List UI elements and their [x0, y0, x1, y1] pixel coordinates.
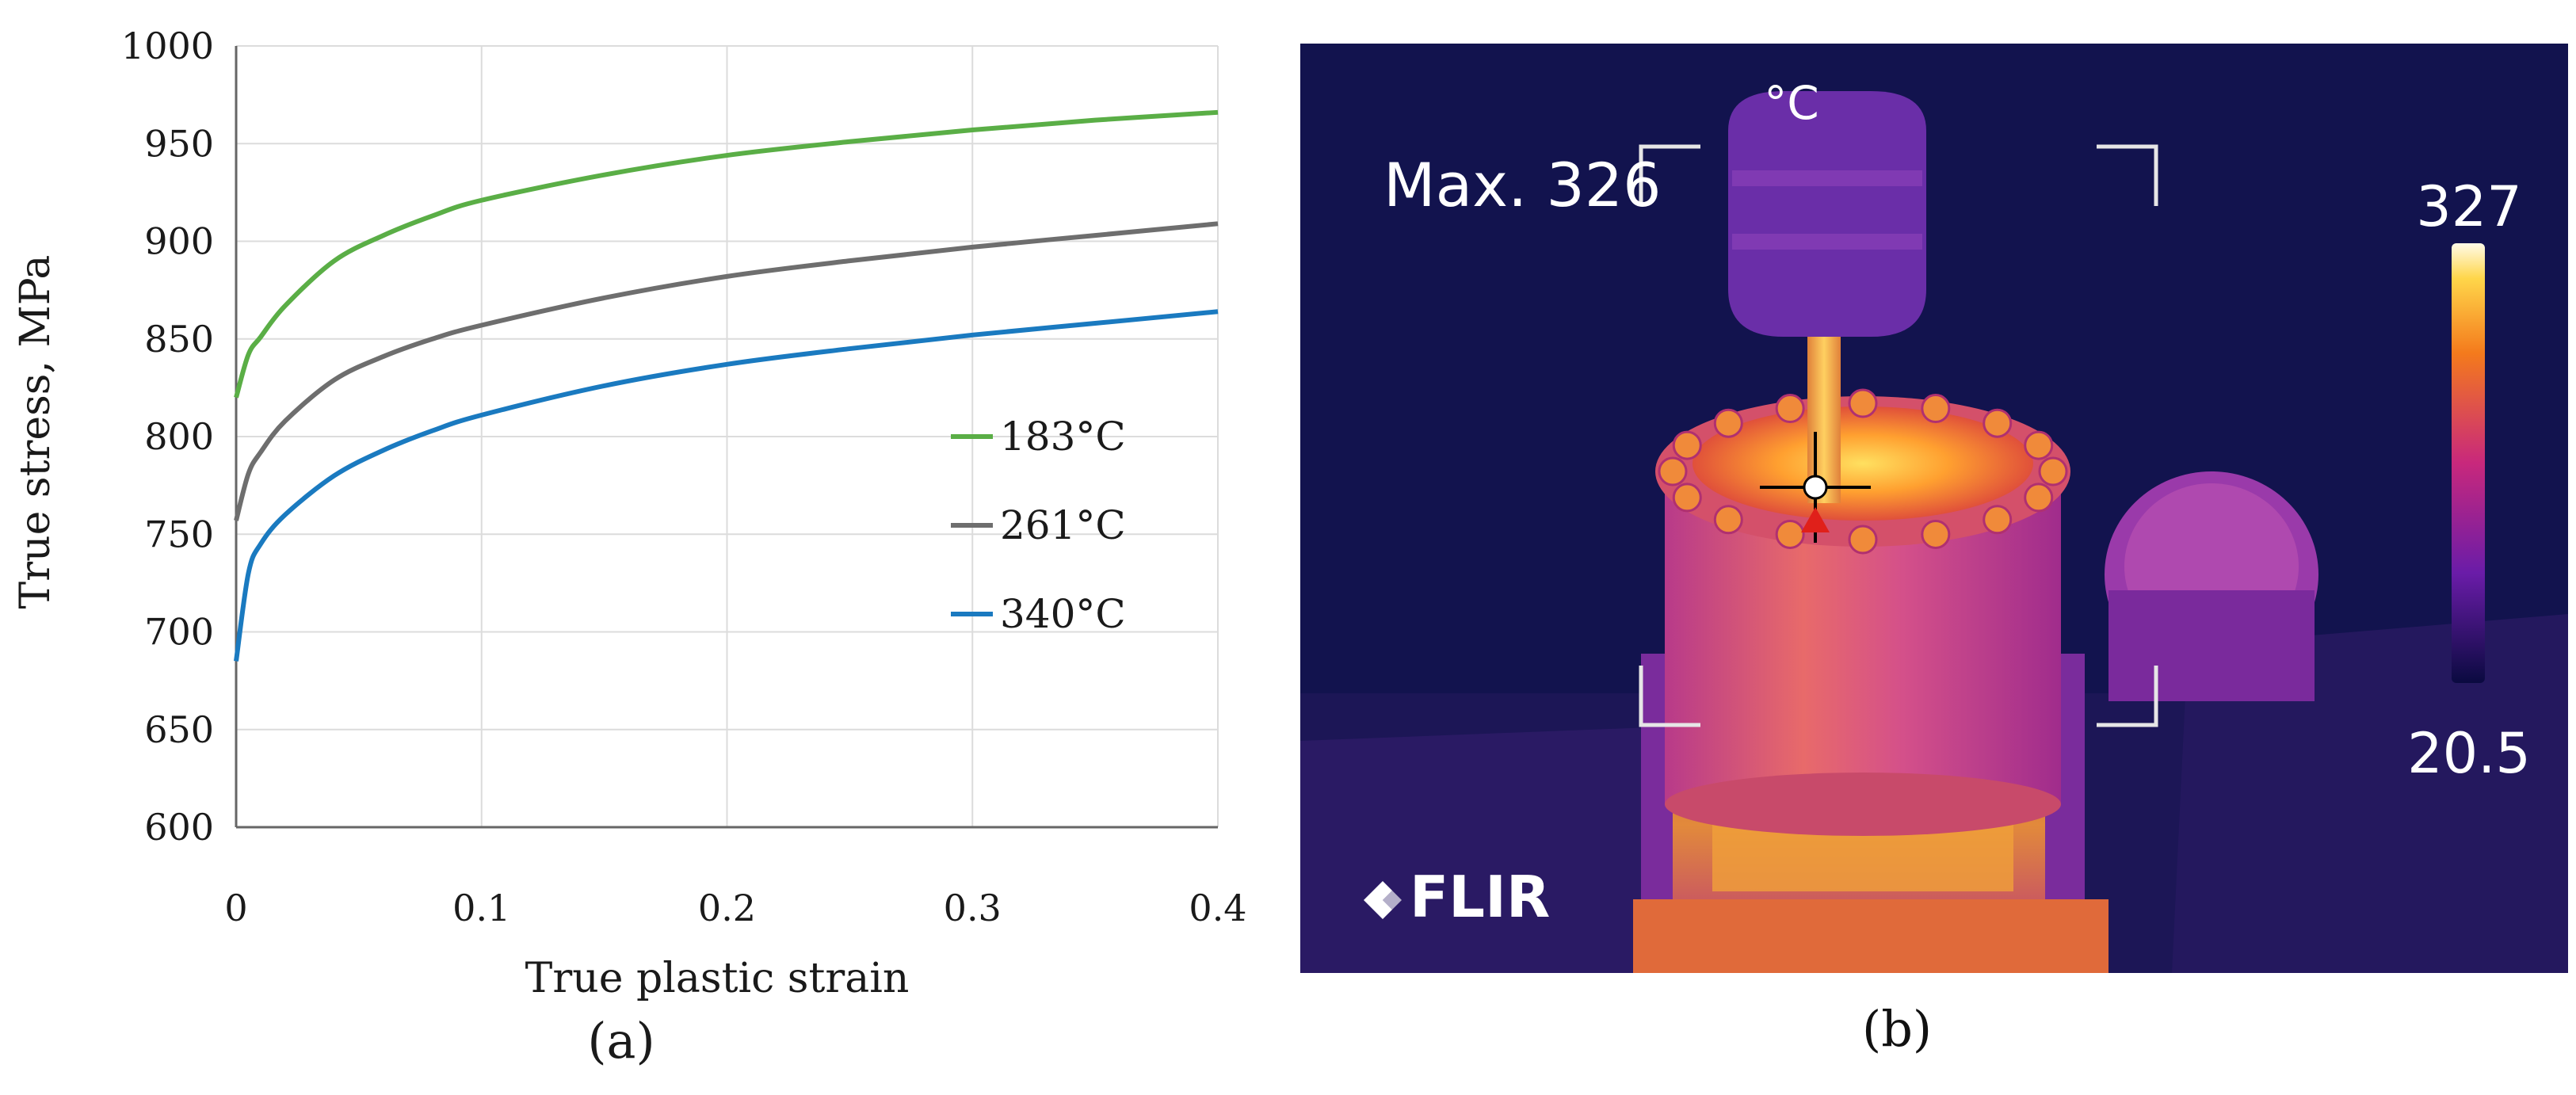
bolt-5 [1775, 519, 1805, 549]
x-tick-labels: 0 0.1 0.2 0.3 0.4 [224, 887, 1246, 929]
flange-bolts [1658, 388, 2068, 555]
chart-legend: 183°C 261°C 340°C [951, 414, 1126, 637]
series-line-1 [234, 221, 1219, 521]
bolt-14 [1983, 408, 2013, 438]
y-tick-700: 700 [144, 611, 214, 654]
y-tick-850: 850 [144, 318, 214, 361]
measurement-box-corners [1639, 144, 2158, 727]
bolt-7 [1672, 483, 1702, 513]
bolt-10 [1713, 408, 1743, 438]
thermal-scene: FLIR [1300, 44, 2568, 973]
y-tick-labels: 600 650 700 750 800 850 900 950 1000 [121, 25, 214, 849]
scale-min-label: 20.5 [2407, 721, 2531, 786]
thermal-camera-image: FLIR °C Max. 326 327 20.5 [1300, 44, 2568, 973]
bolt-4 [1848, 525, 1878, 555]
legend-label-0: 183°C [1000, 414, 1126, 460]
y-axis-title: True stress, MPa [12, 255, 59, 609]
bolt-2 [1983, 505, 2013, 535]
x-tick-0.2: 0.2 [698, 887, 756, 929]
y-tick-950: 950 [144, 122, 214, 165]
x-tick-0: 0 [224, 887, 247, 929]
series-line-0 [234, 109, 1219, 399]
bolt-3 [1921, 519, 1951, 549]
bolt-8 [1658, 456, 1688, 486]
scale-max-label: 327 [2416, 174, 2522, 239]
x-tick-0.4: 0.4 [1189, 887, 1246, 929]
bolt-6 [1713, 505, 1743, 535]
x-tick-0.3: 0.3 [944, 887, 1002, 929]
bolt-13 [1921, 394, 1951, 424]
chart-series [234, 109, 1219, 662]
legend-label-2: 340°C [1000, 591, 1126, 637]
chart-axes [235, 46, 1218, 829]
bolt-11 [1775, 394, 1805, 424]
bolt-0 [2038, 456, 2068, 486]
series-line-2 [234, 309, 1219, 662]
panel-label-a: (a) [587, 1012, 654, 1070]
x-tick-0.1: 0.1 [452, 887, 510, 929]
bolt-15 [2024, 430, 2054, 460]
panel-label-b: (b) [1862, 1000, 1933, 1058]
bolt-9 [1672, 430, 1702, 460]
bolt-1 [2024, 483, 2054, 513]
bolt-12 [1848, 388, 1878, 418]
max-temperature-readout: Max. 326 [1383, 150, 1662, 220]
x-axis-title: True plastic strain [525, 955, 910, 1002]
y-tick-650: 650 [144, 708, 214, 751]
unit-label: °C [1764, 76, 1819, 130]
temperature-scale-bar [2452, 243, 2485, 683]
y-tick-800: 800 [144, 415, 214, 458]
y-tick-1000: 1000 [121, 25, 214, 67]
y-tick-750: 750 [144, 513, 214, 555]
spot-meter-crosshair [1760, 432, 1871, 543]
y-tick-600: 600 [144, 806, 214, 849]
legend-label-1: 261°C [1000, 502, 1126, 548]
y-tick-900: 900 [144, 220, 214, 263]
flir-logo: FLIR [1364, 864, 1550, 930]
flir-brand-text: FLIR [1410, 864, 1550, 930]
